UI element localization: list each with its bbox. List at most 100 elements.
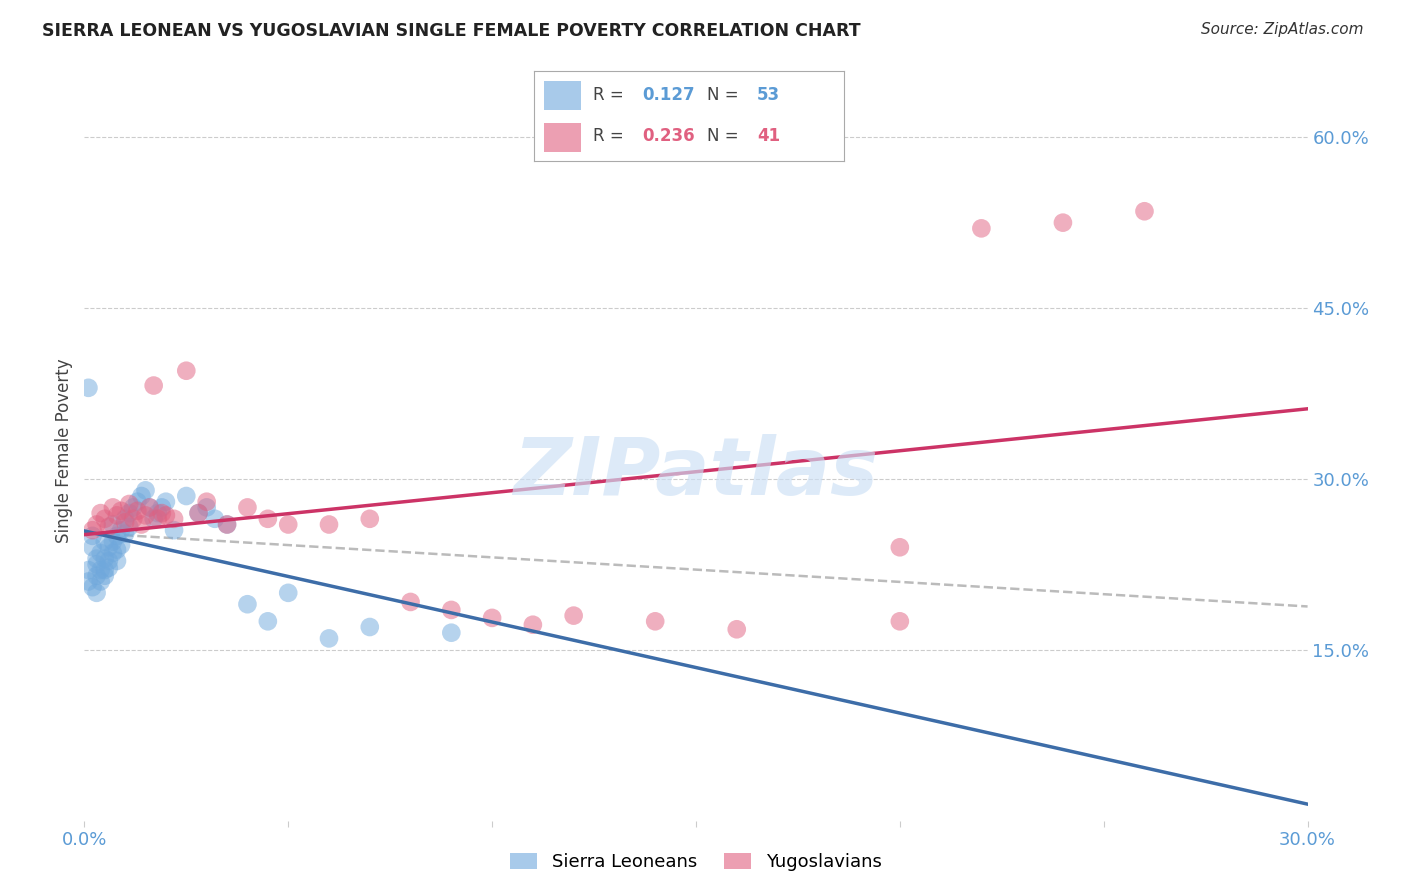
Point [86, 568, 108, 582]
Point [725, 622, 748, 636]
Point [399, 595, 422, 609]
Point [236, 500, 259, 515]
Point [138, 500, 160, 515]
Point [93, 551, 115, 566]
Point [82, 529, 104, 543]
Point [93, 534, 115, 549]
Point [217, 517, 239, 532]
Text: 0.236: 0.236 [643, 128, 695, 145]
Text: N =: N = [707, 128, 744, 145]
Point [77, 381, 100, 395]
Point [146, 512, 169, 526]
Point [110, 523, 132, 537]
Text: R =: R = [593, 87, 628, 104]
Point [135, 483, 157, 498]
Point [90, 563, 112, 577]
Point [131, 517, 153, 532]
Point [93, 563, 115, 577]
Point [93, 568, 115, 582]
Point [1052, 216, 1074, 230]
Point [522, 617, 544, 632]
Point [97, 561, 120, 575]
Point [195, 500, 218, 515]
Point [86, 558, 108, 572]
Point [359, 620, 381, 634]
Point [122, 512, 145, 526]
Point [90, 574, 112, 589]
Point [90, 506, 112, 520]
Text: 41: 41 [756, 128, 780, 145]
Text: 0.127: 0.127 [643, 87, 695, 104]
Point [277, 586, 299, 600]
Point [970, 221, 993, 235]
Point [122, 500, 145, 515]
Point [644, 615, 666, 629]
Point [93, 512, 115, 526]
Point [118, 497, 141, 511]
Point [236, 597, 259, 611]
Point [155, 494, 177, 508]
Point [114, 512, 136, 526]
Point [97, 554, 120, 568]
Point [77, 563, 100, 577]
Point [440, 625, 463, 640]
Point [889, 541, 911, 555]
Y-axis label: Single Female Poverty: Single Female Poverty [55, 359, 73, 542]
Point [257, 615, 280, 629]
Point [481, 611, 503, 625]
Point [889, 615, 911, 629]
Point [142, 378, 165, 392]
Point [217, 517, 239, 532]
Point [101, 546, 124, 560]
Point [277, 517, 299, 532]
Point [142, 512, 165, 526]
Point [135, 508, 157, 523]
Point [118, 506, 141, 520]
Bar [544, 81, 581, 110]
Point [114, 526, 136, 541]
Text: N =: N = [707, 87, 744, 104]
Point [562, 608, 585, 623]
Point [440, 603, 463, 617]
Point [138, 500, 160, 515]
Text: SIERRA LEONEAN VS YUGOSLAVIAN SINGLE FEMALE POVERTY CORRELATION CHART: SIERRA LEONEAN VS YUGOSLAVIAN SINGLE FEM… [42, 22, 860, 40]
Point [257, 512, 280, 526]
Text: Source: ZipAtlas.com: Source: ZipAtlas.com [1201, 22, 1364, 37]
Point [318, 632, 340, 646]
Text: ZIPatlas: ZIPatlas [513, 434, 879, 512]
Point [86, 551, 108, 566]
Point [97, 541, 120, 555]
Point [127, 494, 149, 508]
Point [318, 517, 340, 532]
Point [1133, 204, 1156, 219]
Point [146, 506, 169, 520]
Point [101, 517, 124, 532]
Text: R =: R = [593, 128, 628, 145]
Point [86, 517, 108, 532]
Point [150, 500, 173, 515]
Point [131, 489, 153, 503]
Point [101, 500, 124, 515]
Point [77, 574, 100, 589]
Point [105, 529, 128, 543]
Point [82, 523, 104, 537]
Point [150, 506, 173, 520]
Point [187, 506, 209, 520]
Point [359, 512, 381, 526]
Point [114, 515, 136, 529]
Point [118, 520, 141, 534]
Bar [544, 123, 581, 152]
Point [82, 541, 104, 555]
Point [127, 504, 149, 518]
Text: 53: 53 [756, 87, 780, 104]
Point [105, 554, 128, 568]
Point [204, 512, 226, 526]
Point [163, 523, 186, 537]
Point [97, 520, 120, 534]
Legend: Sierra Leoneans, Yugoslavians: Sierra Leoneans, Yugoslavians [503, 846, 889, 879]
Point [163, 512, 186, 526]
Point [105, 508, 128, 523]
Point [101, 534, 124, 549]
Point [174, 364, 197, 378]
Point [174, 489, 197, 503]
